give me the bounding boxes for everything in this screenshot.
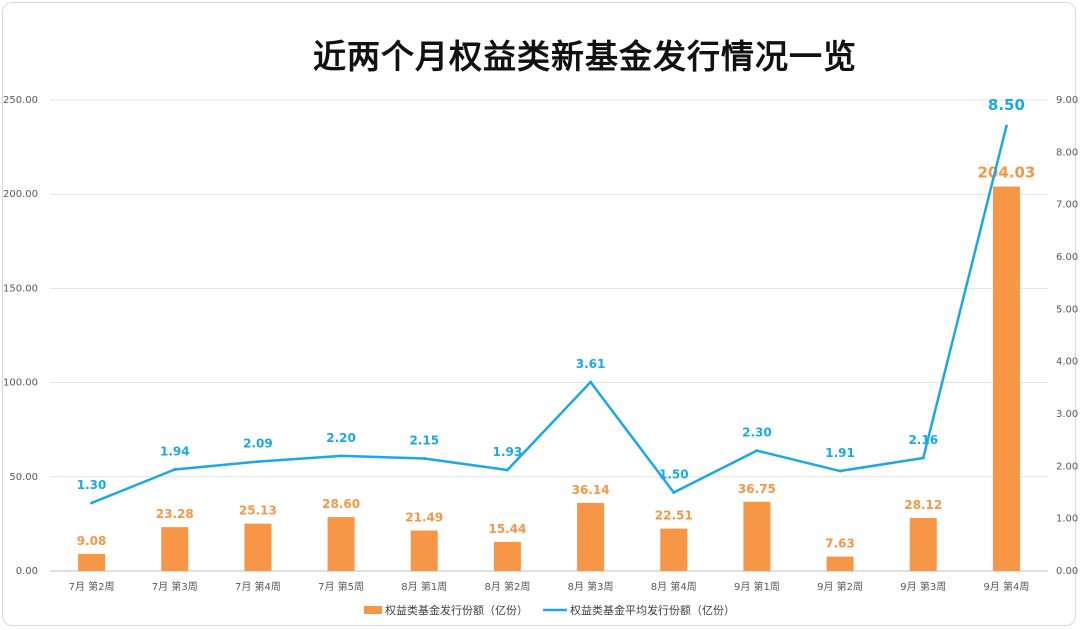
line-point [921, 456, 925, 460]
right-tick-label: 3.00 [1056, 409, 1078, 420]
chart-title: 近两个月权益类新基金发行情况一览 [313, 37, 857, 76]
bar-value-label: 28.60 [322, 497, 360, 511]
line-point [422, 456, 426, 460]
line-point [90, 501, 94, 505]
legend-bar-label: 权益类基金发行份额（亿份） [385, 603, 528, 617]
left-tick-label: 200.00 [3, 189, 38, 200]
bar [992, 186, 1020, 571]
x-tick-label: 9月 第4周 [983, 580, 1029, 593]
line-point [838, 469, 842, 473]
right-tick-label: 0.00 [1056, 566, 1078, 577]
left-tick-label: 250.00 [3, 95, 38, 106]
bar-value-label: 23.28 [156, 507, 194, 521]
left-tick-label: 100.00 [3, 378, 38, 389]
bar-value-label: 25.13 [239, 504, 277, 518]
x-tick-label: 9月 第2周 [817, 580, 863, 593]
line-value-label: 2.09 [243, 437, 273, 451]
line-value-label: 1.91 [825, 446, 855, 460]
bar [410, 530, 438, 571]
line-value-label: 1.50 [659, 468, 689, 482]
bar-value-label: 9.08 [77, 534, 107, 548]
line-value-label: 2.30 [742, 426, 772, 440]
x-tick-label: 7月 第3周 [152, 580, 198, 593]
bar [244, 523, 272, 571]
line-value-label: 1.30 [77, 478, 107, 492]
x-tick-label: 7月 第4周 [235, 580, 281, 593]
line-point [1004, 124, 1008, 128]
line-value-label: 1.93 [493, 445, 523, 459]
line-value-label: 2.16 [908, 433, 938, 447]
x-tick-label: 9月 第3周 [900, 580, 946, 593]
left-tick-label: 50.00 [9, 472, 38, 483]
bar-data-labels: 9.08 23.28 25.13 28.60 21.49 15.44 36.14 22.51 3… [77, 164, 1036, 551]
bar [78, 553, 106, 571]
line-point [339, 454, 343, 458]
right-tick-label: 4.00 [1056, 357, 1078, 368]
bar [743, 501, 771, 571]
line-point [256, 460, 260, 464]
right-tick-label: 5.00 [1056, 304, 1078, 315]
line-point [755, 449, 759, 453]
bar [826, 556, 854, 571]
right-tick-label: 7.00 [1056, 200, 1078, 211]
right-axis: 0.00 1.00 2.00 3.00 4.00 5.00 6.00 7.00 8.00 9.00 [1056, 95, 1078, 577]
bar-value-label: 204.03 [977, 164, 1035, 182]
right-tick-label: 8.00 [1056, 147, 1078, 158]
bar [161, 527, 189, 571]
bar-series [78, 186, 1020, 571]
bar-value-label: 7.63 [825, 537, 855, 551]
line-series [90, 124, 1008, 505]
x-axis: 7月 第2周 7月 第3周 7月 第4周 7月 第5周 8月 第1周 8月 第2周 8月 第… [69, 580, 1030, 593]
line-value-label: 8.50 [988, 96, 1025, 114]
left-tick-label: 0.00 [16, 566, 38, 577]
line-value-label: 1.94 [160, 444, 190, 458]
line-point [589, 380, 593, 384]
x-tick-label: 8月 第3周 [568, 580, 614, 593]
line-data-labels: 1.30 1.94 2.09 2.20 2.15 1.93 3.61 1.50 2.30 1.91… [77, 96, 1025, 492]
bar-value-label: 36.14 [572, 483, 610, 497]
x-tick-label: 7月 第2周 [69, 580, 115, 593]
right-tick-label: 1.00 [1056, 514, 1078, 525]
left-axis: 0.00 50.00 100.00 150.00 200.00 250.00 [3, 95, 38, 577]
x-tick-label: 9月 第1周 [734, 580, 780, 593]
bar [577, 502, 605, 571]
line-point [505, 468, 509, 472]
x-tick-label: 8月 第4周 [651, 580, 697, 593]
bar [327, 517, 355, 571]
line-value-label: 2.20 [326, 431, 356, 445]
legend: 权益类基金发行份额（亿份） 权益类基金平均发行份额（亿份） [364, 603, 735, 617]
right-tick-label: 6.00 [1056, 252, 1078, 263]
line-path [91, 125, 1008, 505]
line-point [672, 491, 676, 494]
x-tick-label: 8月 第2周 [484, 580, 530, 593]
legend-line-label: 权益类基金平均发行份额（亿份） [570, 603, 735, 617]
line-value-label: 3.61 [576, 357, 606, 371]
right-tick-label: 2.00 [1056, 461, 1078, 472]
line-point [173, 467, 177, 471]
bar-value-label: 22.51 [655, 509, 693, 523]
bar [660, 528, 688, 571]
bar [909, 518, 937, 571]
bar-value-label: 15.44 [488, 522, 526, 536]
x-tick-label: 8月 第1周 [401, 580, 447, 593]
bar [493, 541, 521, 571]
line-value-label: 2.15 [409, 433, 439, 447]
left-tick-label: 150.00 [3, 283, 38, 294]
gridlines [50, 99, 1048, 572]
bar-value-label: 36.75 [738, 482, 776, 496]
right-tick-label: 9.00 [1056, 95, 1078, 106]
x-tick-label: 7月 第5周 [318, 580, 364, 593]
bar-value-label: 28.12 [904, 498, 942, 512]
bar-value-label: 21.49 [405, 511, 443, 525]
legend-bar-swatch [364, 606, 382, 614]
